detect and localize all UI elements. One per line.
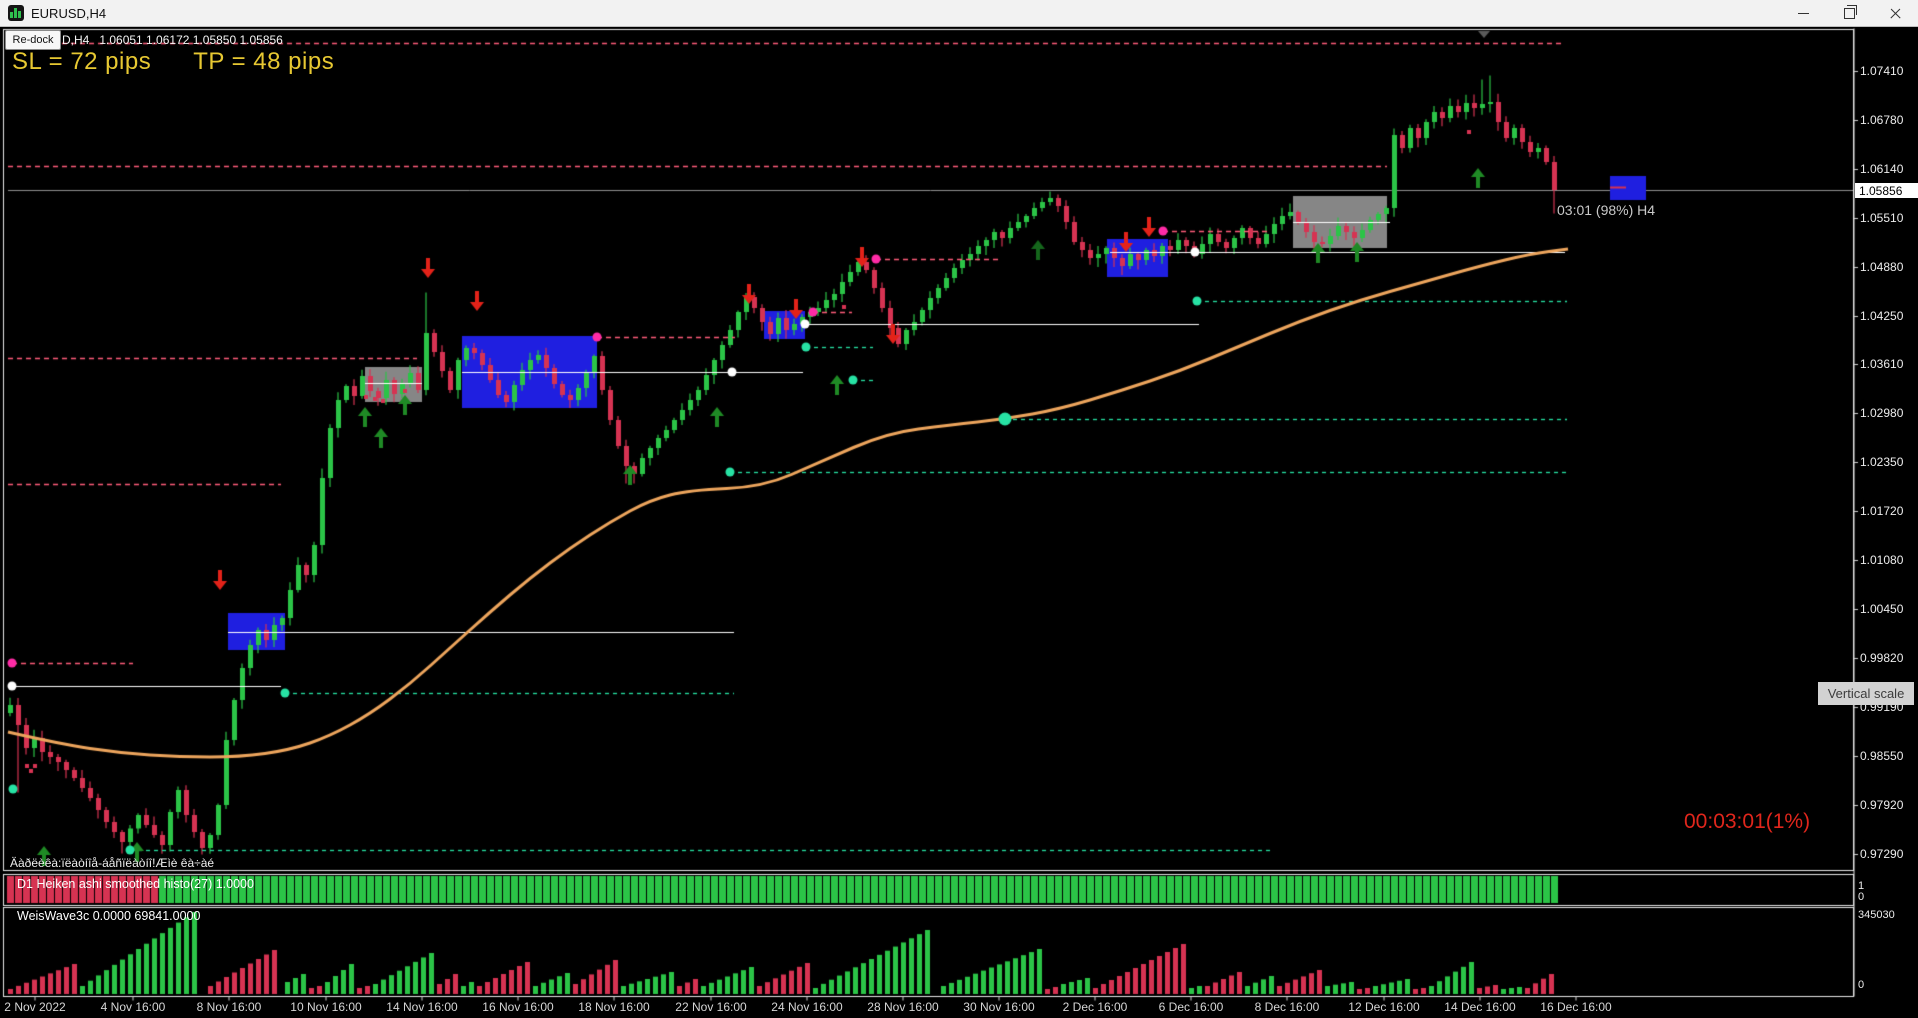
weiswave-scale-min: 0 (1858, 979, 1865, 991)
tp-label: TP = 48 pips (193, 48, 335, 75)
redock-button[interactable]: Re-dock (5, 30, 61, 50)
price-scale-label: 1.06140 (1860, 162, 1904, 176)
price-scale[interactable]: 1.07410 1.06780 1.06140 1.05510 1.04880 1.042… (1854, 28, 1918, 996)
weiswave-scale-max: 345030 (1858, 909, 1895, 921)
heiken-scale-max: 1 (1858, 880, 1865, 892)
price-scale-label: 1.02350 (1860, 455, 1904, 469)
time-scale-label: 2 Nov 2022 (4, 1000, 66, 1014)
current-price-badge: 1.05856 (1855, 183, 1918, 198)
minimize-button[interactable] (1780, 0, 1826, 26)
time-scale-label: 14 Nov 16:00 (386, 1000, 458, 1014)
time-scale[interactable]: 2 Nov 2022 4 Nov 16:00 8 Nov 16:00 10 Nov 1… (0, 997, 1918, 1018)
price-scale-label: 1.07410 (1860, 64, 1904, 78)
price-scale-label: 1.05510 (1860, 211, 1904, 225)
price-scale-label: 1.01080 (1860, 553, 1904, 567)
title-bar: EURUSD,H4 (0, 0, 1918, 27)
price-scale-label: 0.98550 (1860, 749, 1904, 763)
price-scale-label: 0.99820 (1860, 651, 1904, 665)
candle-countdown-timer: 00:03:01(1%) (1684, 810, 1811, 833)
ohlc-readout: D,H4 1.06051 1.06172 1.05850 1.05856 (62, 33, 283, 47)
restore-button[interactable] (1826, 0, 1872, 26)
price-scale-label: 0.97920 (1860, 798, 1904, 812)
time-scale-label: 6 Dec 16:00 (1158, 1000, 1224, 1014)
price-scale-label: 1.01720 (1860, 504, 1904, 518)
sl-label: SL = 72 pips (12, 48, 152, 75)
time-scale-label: 18 Nov 16:00 (578, 1000, 650, 1014)
time-scale-label: 28 Nov 16:00 (867, 1000, 939, 1014)
time-scale-label: 12 Dec 16:00 (1348, 1000, 1420, 1014)
heiken-scale-min: 0 (1858, 891, 1865, 903)
time-scale-label: 16 Dec 16:00 (1540, 1000, 1612, 1014)
minimize-icon (1797, 12, 1809, 14)
time-scale-label: 14 Dec 16:00 (1444, 1000, 1516, 1014)
restore-icon (1843, 4, 1857, 19)
vertical-scale-tooltip: Vertical scale (1818, 682, 1914, 705)
price-scale-label: 1.04250 (1860, 309, 1904, 323)
indicator-promo-label: Äàðëèêà:ïëàòíîå-áåñïëàòíî!Æìè êà÷àé (10, 856, 215, 870)
price-scale-label: 1.03610 (1860, 357, 1904, 371)
time-scale-label: 16 Nov 16:00 (482, 1000, 554, 1014)
time-scale-label: 2 Dec 16:00 (1062, 1000, 1128, 1014)
weiswave-indicator-label: WeisWave3c 0.0000 69841.0000 (17, 909, 201, 923)
time-scale-label: 24 Nov 16:00 (771, 1000, 843, 1014)
close-icon (1889, 7, 1902, 20)
time-scale-label: 8 Nov 16:00 (196, 1000, 262, 1014)
app-icon (8, 5, 24, 21)
bar-close-timer: 03:01 (98%) H4 (1557, 202, 1656, 218)
sl-tp-label: SL = 72 pips TP = 48 pips (12, 48, 334, 76)
price-scale-label: 0.97290 (1860, 847, 1904, 861)
time-scale-label: 4 Nov 16:00 (100, 1000, 166, 1014)
time-scale-label: 8 Dec 16:00 (1254, 1000, 1320, 1014)
price-scale-label: 1.04880 (1860, 260, 1904, 274)
price-scale-label: 1.02980 (1860, 406, 1904, 420)
window-title: EURUSD,H4 (31, 5, 107, 21)
time-scale-label: 30 Nov 16:00 (963, 1000, 1035, 1014)
price-scale-label: 1.00450 (1860, 602, 1904, 616)
time-scale-label: 10 Nov 16:00 (290, 1000, 362, 1014)
time-scale-label: 22 Nov 16:00 (675, 1000, 747, 1014)
price-scale-label: 1.06780 (1860, 113, 1904, 127)
close-button[interactable] (1872, 0, 1918, 26)
heiken-indicator-label: D1 Heiken ashi smoothed histo(27) 1.0000 (17, 877, 254, 891)
